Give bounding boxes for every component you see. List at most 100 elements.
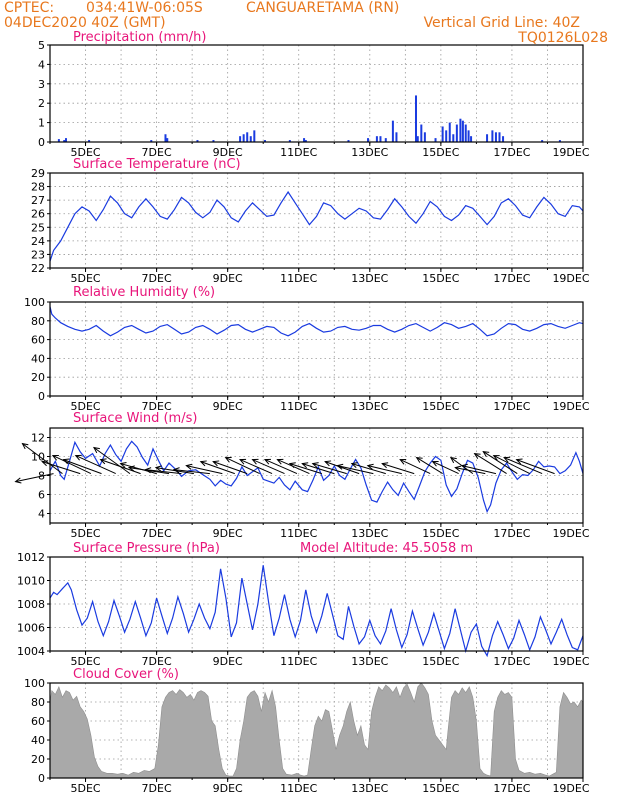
precipitation-y-tick-label: 0 <box>38 136 45 149</box>
precipitation-bar <box>434 138 437 142</box>
wind-y-tick-label: 12 <box>31 432 45 445</box>
wind-vector <box>311 462 347 475</box>
precipitation-bar <box>452 134 455 142</box>
humidity-title: Relative Humidity (%) <box>73 285 215 300</box>
precipitation-bar <box>414 95 417 142</box>
precipitation-bar <box>379 136 382 142</box>
wind-x-tick-label: 19DEC <box>552 527 589 540</box>
precipitation-bar <box>166 138 169 142</box>
precipitation-bar <box>395 132 398 142</box>
precipitation-y-tick-label: 1 <box>38 117 45 130</box>
wind-x-tick-label: 13DEC <box>351 527 388 540</box>
cloud-cover-y-tick-label: 0 <box>38 772 45 785</box>
wind-vector <box>263 458 298 475</box>
precipitation-x-tick-label: 17DEC <box>493 146 530 159</box>
temperature-y-tick-label: 22 <box>31 262 45 275</box>
humidity-y-tick-label: 0 <box>38 390 45 403</box>
pressure-x-tick-label: 13DEC <box>351 655 388 668</box>
precipitation-bar <box>367 138 370 142</box>
wind-vector <box>473 452 507 475</box>
wind-x-tick-label: 11DEC <box>280 527 317 540</box>
wind-vector <box>74 454 116 475</box>
temperature-title: Surface Temperature (nC) <box>73 157 241 172</box>
precipitation-x-tick-label: 19DEC <box>552 146 589 159</box>
wind-vector <box>503 456 543 475</box>
precipitation-x-tick-label: 9DEC <box>213 146 243 159</box>
pressure-x-tick-label: 19DEC <box>552 655 589 668</box>
precipitation-bar <box>347 140 350 142</box>
precipitation-bar <box>416 136 419 142</box>
precipitation-bar <box>253 130 256 142</box>
precipitation-x-tick-label: 11DEC <box>280 146 317 159</box>
precipitation-x-tick-label: 15DEC <box>422 146 459 159</box>
cloud-cover-x-tick-label: 11DEC <box>280 782 317 795</box>
precipitation-bar <box>491 130 494 142</box>
cloud-cover-x-tick-label: 5DEC <box>70 782 100 795</box>
precipitation-bar <box>467 130 470 142</box>
precipitation-frame <box>49 44 584 143</box>
cloud-cover-y-tick-label: 20 <box>31 753 45 766</box>
precipitation-bar <box>420 124 423 142</box>
wind-vector <box>127 465 170 475</box>
temperature-x-tick-label: 11DEC <box>280 272 317 285</box>
precipitation-bar <box>384 138 387 142</box>
precipitation-bar <box>558 140 561 142</box>
temperature-y-tick-label: 28 <box>31 181 45 194</box>
humidity-x-tick-label: 5DEC <box>70 400 100 413</box>
wind-title: Surface Wind (m/s) <box>73 411 197 426</box>
precipitation-bar <box>486 134 489 142</box>
wind-vector <box>460 463 497 475</box>
header-source: CPTEC: <box>4 0 55 16</box>
precipitation-bar <box>459 118 462 142</box>
cloud-cover-x-tick-label: 13DEC <box>351 782 388 795</box>
temperature-x-tick-label: 15DEC <box>422 272 459 285</box>
precipitation-bar <box>303 138 306 142</box>
precipitation-bar <box>212 140 215 142</box>
temperature-x-tick-label: 7DEC <box>142 272 172 285</box>
humidity-frame <box>49 301 584 397</box>
precipitation-bar <box>502 136 505 142</box>
pressure-x-tick-label: 17DEC <box>493 655 530 668</box>
humidity-y-tick-label: 60 <box>31 334 45 347</box>
wind-x-tick-label: 7DEC <box>142 527 172 540</box>
wind-y-tick-label: 8 <box>38 470 45 483</box>
precipitation-bar <box>441 126 444 142</box>
precipitation-bar <box>242 134 245 142</box>
precipitation-y-tick-label: 5 <box>38 39 45 52</box>
pressure-panel: Surface Pressure (hPa) Model Altitude: 45… <box>17 541 590 668</box>
precipitation-bar <box>150 140 153 142</box>
wind-vector <box>366 463 402 475</box>
header-coordinates: 034:41W-06:05S <box>86 0 203 16</box>
wind-x-tick-label: 15DEC <box>422 527 459 540</box>
precipitation-x-tick-label: 7DEC <box>142 146 172 159</box>
humidity-x-tick-label: 15DEC <box>422 400 459 413</box>
pressure-y-tick-label: 1004 <box>17 645 45 658</box>
wind-vector <box>431 460 459 475</box>
wind-vector <box>350 462 386 475</box>
precipitation-y-tick-label: 4 <box>38 58 45 71</box>
humidity-x-tick-label: 7DEC <box>142 400 172 413</box>
wind-vector <box>199 460 235 475</box>
pressure-y-tick-label: 1010 <box>17 575 45 588</box>
humidity-x-tick-label: 19DEC <box>552 400 589 413</box>
precipitation-bar <box>164 134 167 142</box>
cloud-cover-y-tick-label: 100 <box>24 677 45 690</box>
temperature-x-tick-label: 13DEC <box>351 272 388 285</box>
precipitation-y-tick-label: 2 <box>38 97 45 110</box>
wind-vector <box>93 446 131 475</box>
precipitation-bar <box>304 140 307 142</box>
temperature-x-tick-label: 19DEC <box>552 272 589 285</box>
precipitation-title: Precipitation (mm/h) <box>73 30 206 45</box>
cloud-cover-x-tick-label: 19DEC <box>552 782 589 795</box>
pressure-x-tick-label: 15DEC <box>422 655 459 668</box>
precipitation-panel: Precipitation (mm/h) 0 1 2 3 4 5 5DEC 7DEC 9DEC 11… <box>38 30 590 159</box>
precipitation-bar <box>461 120 464 142</box>
wind-vector <box>251 458 285 475</box>
wind-vector <box>41 460 81 475</box>
cloud-cover-y-tick-label: 80 <box>31 696 45 709</box>
wind-vector <box>224 457 260 475</box>
cloud-cover-area <box>49 682 584 779</box>
wind-vector <box>399 459 431 475</box>
precipitation-bar <box>263 140 266 142</box>
